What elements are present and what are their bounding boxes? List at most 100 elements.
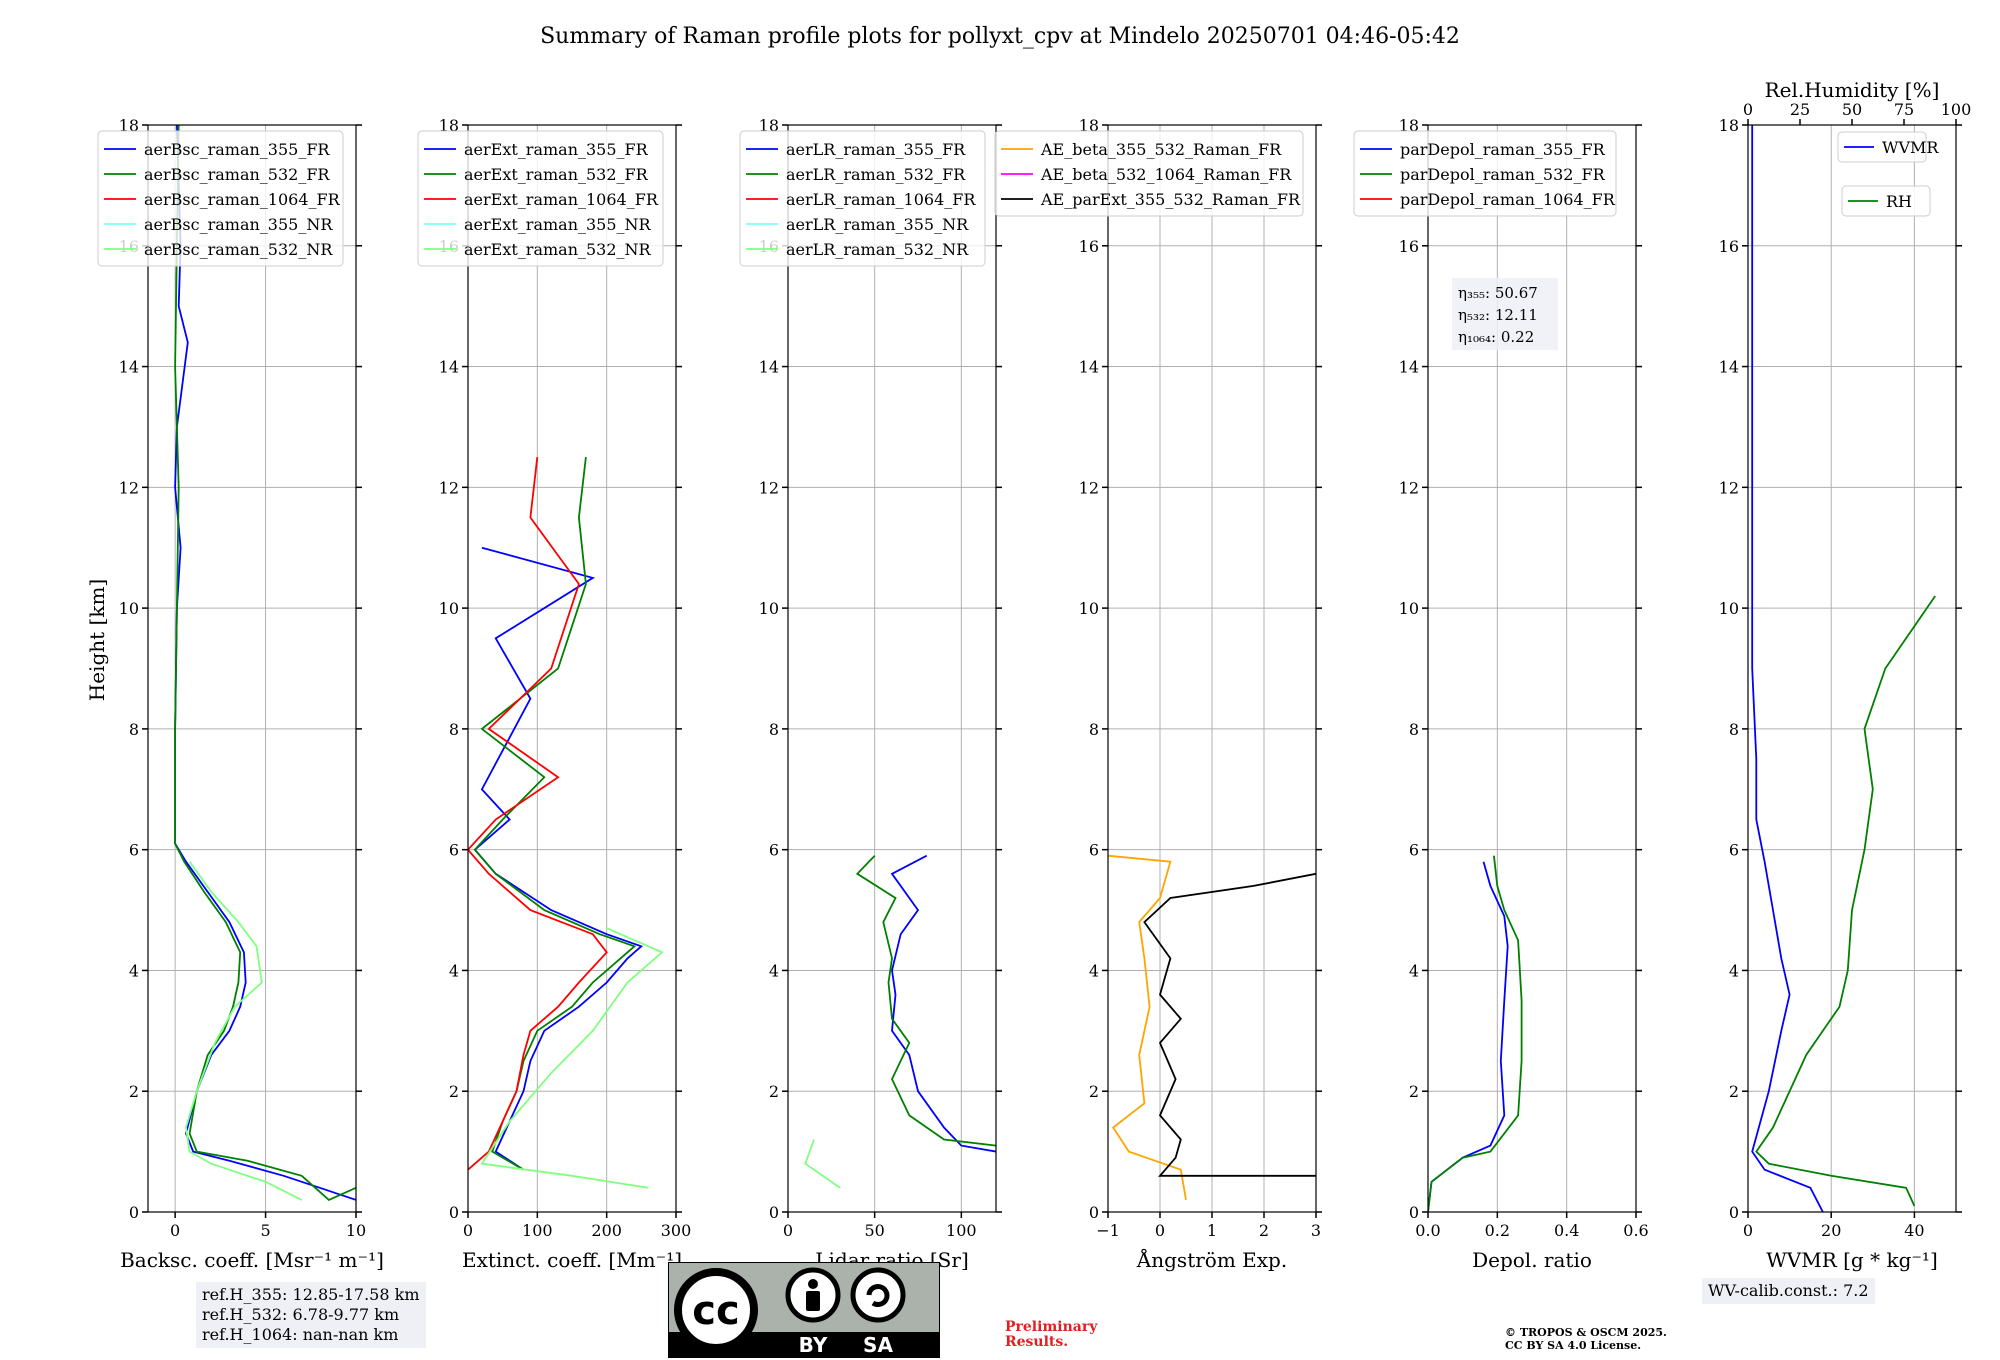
y-tick-label: 6 [449, 841, 459, 860]
axes-frame [787, 124, 997, 1213]
legend-label: AE_beta_355_532_Raman_FR [1040, 140, 1282, 159]
top-x-axis-label: Rel.Humidity [%] [1765, 78, 1940, 102]
y-tick-label: 18 [1079, 116, 1099, 135]
legend-label: aerBsc_raman_355_NR [144, 215, 333, 234]
legend-label: aerExt_raman_355_FR [464, 140, 649, 159]
legend-label: aerExt_raman_532_FR [464, 165, 649, 184]
y-tick-label: 4 [449, 961, 459, 980]
x-tick-label: 0.6 [1623, 1221, 1648, 1240]
y-tick-label: 4 [769, 961, 779, 980]
x-tick-label: 100 [946, 1221, 977, 1240]
y-tick-label: 2 [129, 1082, 139, 1101]
y-tick-label: 18 [1399, 116, 1419, 135]
x-tick-label: 0 [170, 1221, 180, 1240]
top-x-tick-label: 75 [1894, 100, 1914, 119]
copyright-note: © TROPOS & OSCM 2025. CC BY SA 4.0 Licen… [1505, 1326, 1667, 1352]
preliminary-line-1: Preliminary [1005, 1319, 1098, 1335]
x-tick-label: 0 [783, 1221, 793, 1240]
axes-frame [1747, 124, 1957, 1213]
legend-label: aerBsc_raman_532_NR [144, 240, 333, 259]
y-tick-label: 2 [1409, 1082, 1419, 1101]
y-tick-label: 18 [439, 116, 459, 135]
legend-box [739, 130, 986, 267]
legend: aerLR_raman_355_FR aerLR_raman_532_FR aerL… [739, 130, 986, 267]
x-axis-label: Extinct. coeff. [Mm⁻¹] [462, 1248, 682, 1272]
legend-label: aerLR_raman_1064_FR [786, 190, 976, 209]
y-tick-label: 14 [119, 358, 139, 377]
x-axis-label: Depol. ratio [1472, 1248, 1592, 1272]
y-tick-label: 0 [129, 1203, 139, 1222]
eta-annotation-line: η₁₀₆₄: 0.22 [1458, 328, 1534, 346]
y-tick-label: 12 [439, 478, 459, 497]
series-line-aerLR_raman_355_FR [890, 854, 996, 1153]
x-tick-label: 3 [1311, 1221, 1321, 1240]
series-line-aerExt_raman_532_FR [473, 456, 637, 1171]
y-tick-label: 2 [769, 1082, 779, 1101]
wv-calib-text: WV-calib.const.: 7.2 [1708, 1281, 1869, 1300]
panel-ext: 0246810121416180100200300Extinct. coeff.… [417, 116, 692, 1272]
y-tick-label: 8 [769, 720, 779, 739]
y-tick-label: 12 [1399, 478, 1419, 497]
eta-annotation-line: η₅₃₂: 12.11 [1458, 306, 1538, 324]
sa-label: SA [863, 1333, 893, 1357]
y-tick-label: 8 [449, 720, 459, 739]
y-tick-label: 10 [119, 599, 139, 618]
y-tick-label: 6 [1729, 841, 1739, 860]
x-axis-label: Backsc. coeff. [Msr⁻¹ m⁻¹] [120, 1248, 384, 1272]
y-tick-label: 0 [1729, 1203, 1739, 1222]
refh-1064-text: ref.H_1064: nan-nan km [202, 1325, 399, 1344]
x-tick-label: 0 [1743, 1221, 1753, 1240]
y-tick-label: 4 [1089, 961, 1099, 980]
legend-label: aerLR_raman_355_FR [786, 140, 966, 159]
top-x-tick-label: 50 [1842, 100, 1862, 119]
x-tick-label: 0 [463, 1221, 473, 1240]
y-tick-label: 18 [119, 116, 139, 135]
x-tick-label: −1 [1096, 1221, 1120, 1240]
y-tick-label: 12 [1079, 478, 1099, 497]
share-alike-arrow-icon [866, 1284, 890, 1307]
series-line-aerExt_raman_355_FR [473, 546, 644, 1171]
legend: aerBsc_raman_355_FR aerBsc_raman_532_FRae… [97, 130, 344, 267]
x-tick-label: 5 [260, 1221, 270, 1240]
legend-label: aerLR_raman_532_NR [786, 240, 969, 259]
y-tick-label: 12 [119, 478, 139, 497]
y-tick-label: 10 [1719, 599, 1739, 618]
y-axis-label: Height [km] [85, 579, 109, 701]
y-tick-label: 6 [769, 841, 779, 860]
x-tick-label: 0.2 [1485, 1221, 1510, 1240]
share-alike-icon [850, 1267, 906, 1323]
refh-355-text: ref.H_355: 12.85-17.58 km [202, 1285, 420, 1304]
x-tick-label: 40 [1904, 1221, 1924, 1240]
person-body-icon [806, 1291, 820, 1311]
top-x-tick-label: 25 [1790, 100, 1810, 119]
x-axis-label: WVMR [g * kg⁻¹] [1766, 1248, 1938, 1272]
legend: aerExt_raman_355_FR aerExt_raman_532_FRae… [417, 130, 664, 267]
x-tick-label: 50 [864, 1221, 884, 1240]
legend: AE_beta_355_532_Raman_FR AE_beta_532_1064… [994, 130, 1304, 217]
refh-532-text: ref.H_532: 6.78-9.77 km [202, 1305, 400, 1324]
person-head-icon [808, 1279, 818, 1289]
legend-box [97, 130, 344, 267]
y-tick-label: 10 [1399, 599, 1419, 618]
x-tick-label: 300 [661, 1221, 692, 1240]
y-tick-label: 14 [1079, 358, 1099, 377]
x-tick-label: 100 [522, 1221, 553, 1240]
legend-label: WVMR [1882, 138, 1939, 157]
legend-label: aerExt_raman_355_NR [464, 215, 652, 234]
series-line-parDepol_raman_355_FR [1428, 861, 1509, 1212]
y-tick-label: 18 [1719, 116, 1739, 135]
y-tick-label: 10 [759, 599, 779, 618]
series-line-aerLR_raman_532_NR [804, 1139, 841, 1189]
legend-box [994, 130, 1304, 217]
legend-label: RH [1886, 192, 1912, 211]
y-tick-label: 16 [1399, 237, 1419, 256]
copyright-line-1: © TROPOS & OSCM 2025. [1505, 1326, 1667, 1339]
series-line-AE_parExt_355_532_Raman_FR [1143, 872, 1316, 1177]
legend-box [417, 130, 664, 267]
top-x-tick-label: 0 [1743, 100, 1753, 119]
copyright-line-2: CC BY SA 4.0 License. [1505, 1339, 1642, 1352]
eta-annotation-box [1452, 278, 1558, 350]
